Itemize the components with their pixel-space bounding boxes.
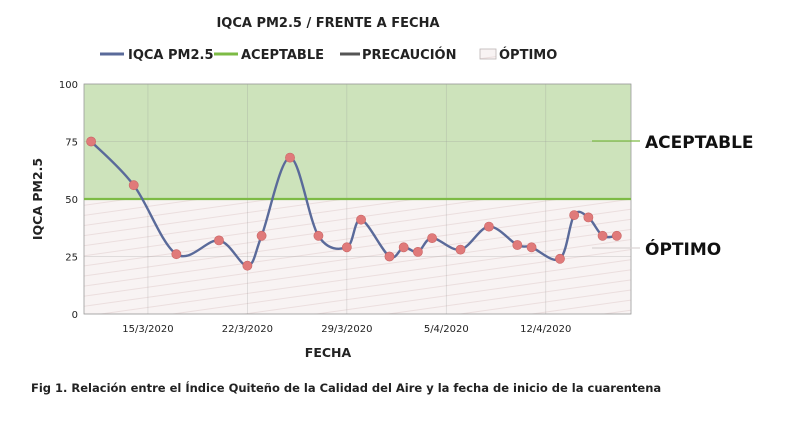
legend-item-iqca: IQCA PM2.5 <box>100 48 214 63</box>
data-point <box>597 230 608 241</box>
legend-item-precaucion: PRECAUCIÓN <box>340 47 457 63</box>
data-point <box>313 230 324 241</box>
data-point <box>242 260 253 271</box>
data-point <box>512 240 523 250</box>
legend-swatch-optimo <box>479 48 497 60</box>
legend-label-aceptable: ACEPTABLE <box>241 48 324 63</box>
legend-label-precaucion: PRECAUCIÓN <box>362 47 457 63</box>
x-axis-label: FECHA <box>305 345 352 360</box>
data-point <box>583 212 594 223</box>
data-point <box>484 221 494 232</box>
data-point <box>398 242 409 253</box>
data-point <box>128 180 139 191</box>
y-tick-label: 100 <box>59 80 78 91</box>
zone-label-aceptable-group: ACEPTABLE <box>592 133 754 153</box>
data-point <box>341 242 352 253</box>
y-tick-label: 75 <box>65 138 78 149</box>
legend: IQCA PM2.5 ACEPTABLE PRECAUCIÓN ÓPTIMO <box>100 47 557 63</box>
y-tick-label: 25 <box>65 253 78 264</box>
zone-label-aceptable: ACEPTABLE <box>645 133 754 153</box>
data-point <box>256 230 267 241</box>
data-point <box>569 210 580 220</box>
data-point <box>412 246 423 257</box>
data-point <box>555 253 565 264</box>
legend-item-optimo: ÓPTIMO <box>479 47 557 63</box>
data-point <box>214 235 224 246</box>
x-tick-label: 29/3/2020 <box>321 324 372 335</box>
legend-label-iqca: IQCA PM2.5 <box>128 48 214 63</box>
data-point <box>526 242 537 253</box>
x-tick-label: 12/4/2020 <box>520 324 571 335</box>
plot-area <box>83 83 632 315</box>
zone-aceptable <box>84 84 631 199</box>
x-tick-label: 15/3/2020 <box>122 324 173 335</box>
data-points <box>86 136 622 271</box>
data-point <box>427 233 437 243</box>
legend-item-aceptable: ACEPTABLE <box>214 48 324 63</box>
y-axis-label: IQCA PM2.5 <box>30 158 45 240</box>
data-point <box>455 244 466 255</box>
data-point <box>86 136 97 147</box>
y-axis-ticks: 0 25 50 75 100 <box>59 80 78 321</box>
zone-label-optimo: ÓPTIMO <box>645 238 721 260</box>
data-point <box>171 249 182 260</box>
legend-label-optimo: ÓPTIMO <box>499 47 557 63</box>
y-tick-label: 0 <box>72 310 78 321</box>
data-point <box>611 230 622 241</box>
figure-caption: Fig 1. Relación entre el Índice Quiteño … <box>31 380 661 395</box>
data-point <box>356 214 366 225</box>
data-point <box>285 152 295 163</box>
chart-title: IQCA PM2.5 / FRENTE A FECHA <box>216 16 439 31</box>
x-tick-label: 5/4/2020 <box>424 324 469 335</box>
x-tick-label: 22/3/2020 <box>222 324 273 335</box>
zone-label-optimo-group: ÓPTIMO <box>592 238 721 260</box>
data-point <box>384 251 395 262</box>
x-axis-ticks: 15/3/2020 22/3/2020 29/3/2020 5/4/2020 12/4/… <box>122 324 571 335</box>
y-tick-label: 50 <box>65 195 78 206</box>
